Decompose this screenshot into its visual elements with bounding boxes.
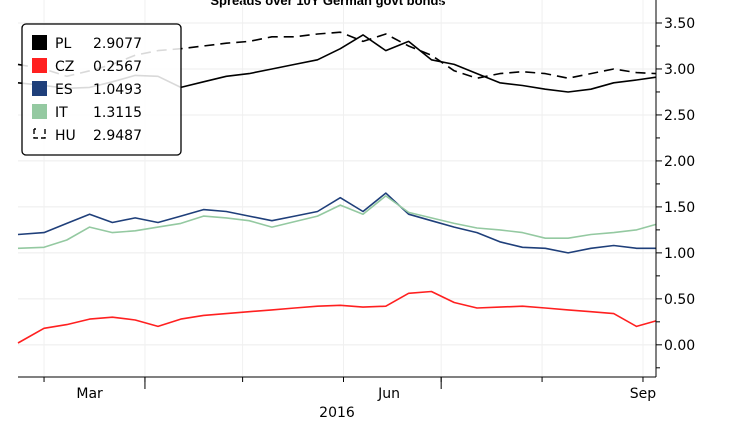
series-lines [17, 31, 657, 344]
legend-value-it: 1.3115 [93, 105, 142, 121]
series-line-cz [17, 290, 657, 344]
y-tick-label: 2.50 [664, 108, 695, 124]
legend-label-hu: HU [55, 128, 76, 144]
x-axis-ticks: Mar Jun Sep [43, 377, 657, 402]
legend-swatch-hu [33, 128, 46, 139]
legend-value-cz: 0.2567 [93, 59, 142, 75]
y-tick-label: 1.00 [664, 246, 695, 262]
y-tick-label: 1.50 [664, 200, 695, 216]
legend-label-cz: CZ [55, 59, 74, 75]
legend-value-es: 1.0493 [93, 82, 142, 98]
legend-value-hu: 2.9487 [93, 128, 142, 144]
y-tick-label: 3.50 [664, 16, 695, 32]
axes [18, 0, 657, 378]
legend-box [21, 23, 182, 156]
chart-title: Spreads over 10Y German govt bonds [210, 0, 445, 8]
x-tick-label: Sep [630, 386, 657, 402]
legend: PL 2.9077 CZ 0.2567 ES 1.0493 IT 1.3115 HU 2.9487 [21, 23, 182, 156]
x-tick-label: Mar [76, 386, 103, 402]
legend-swatch-it [32, 104, 47, 119]
y-tick-label: 0.00 [664, 338, 695, 354]
y-axis-ticks: 0.00 0.50 1.00 1.50 2.00 2.50 3.00 3.50 [656, 16, 695, 369]
y-tick-label: 0.50 [664, 292, 695, 308]
legend-label-it: IT [55, 105, 68, 121]
legend-swatch-cz [32, 58, 47, 73]
x-tick-label: Jun [377, 386, 400, 402]
legend-label-es: ES [55, 82, 73, 98]
legend-label-pl: PL [55, 36, 71, 52]
legend-swatch-es [32, 81, 47, 96]
series-line-it [17, 195, 657, 250]
x-axis-label: 2016 [319, 405, 355, 421]
y-tick-label: 2.00 [664, 154, 695, 170]
legend-value-pl: 2.9077 [93, 36, 142, 52]
legend-swatch-pl [32, 35, 47, 50]
y-tick-label: 3.00 [664, 62, 695, 78]
series-line-es [17, 192, 656, 254]
